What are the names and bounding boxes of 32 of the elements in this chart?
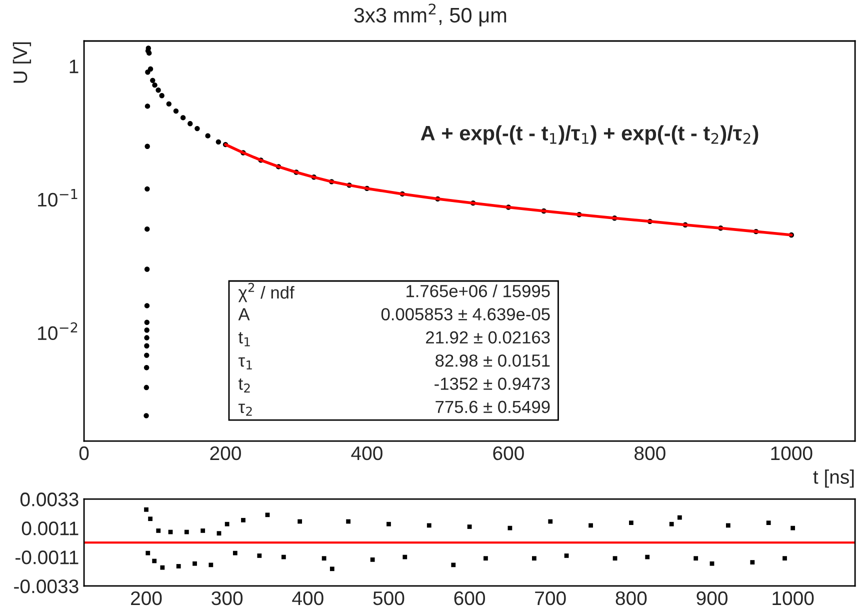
y-tick-label: 10$^{−1}$ — [38, 189, 78, 207]
y-tick-label: -0.0011 — [16, 550, 78, 564]
y-tick-label: 10$^{−2}$ — [38, 322, 78, 340]
x-tick-label: 900 — [696, 591, 728, 606]
x-tick-label: 800 — [616, 591, 647, 606]
y-tick-label: 0.0011 — [22, 522, 78, 536]
x-tick-label: 0 — [79, 446, 89, 460]
chart-title: 3x3 mm$^{2}$, 50 μm — [354, 4, 506, 26]
text: A + exp(-(t - t$_{1}$)/τ$_{1}$) + exp(-(t - t$_{2}$)/τ$_{2}$) — [420, 125, 758, 145]
x-tick-label: 400 — [292, 591, 324, 606]
y-tick-label: -0.0033 — [14, 579, 78, 594]
text: χ$^{2}$ / ndf 1.765e+06 / 15995 — [238, 282, 550, 302]
text: τ$_{1}$ 82.98 ± 0.0151 — [238, 354, 550, 370]
x-tick-label: 1000 — [771, 446, 812, 460]
x-tick-label: 300 — [212, 591, 243, 606]
x-tick-label: 500 — [373, 591, 404, 606]
text: t$_{1}$ 21.92 ± 0.02163 — [238, 331, 550, 346]
x-tick-label: 600 — [493, 446, 524, 460]
x-tick-label: 200 — [210, 446, 241, 460]
x-tick-label: 700 — [535, 591, 566, 606]
text: τ$_{2}$ 775.6 ± 0.5499 — [238, 400, 550, 416]
y-tick-label: 0.0033 — [20, 492, 78, 506]
x-tick-label: 200 — [131, 591, 162, 606]
text: A 0.005853 ± 4.639e-05 — [238, 308, 550, 320]
x-tick-label: 400 — [351, 446, 382, 460]
y-axis-title: U [V] — [12, 42, 32, 83]
y-tick-label: 1 — [70, 60, 78, 74]
x-tick-label: 1000 — [772, 591, 814, 606]
x-tick-label: 600 — [454, 591, 486, 606]
x-tick-label: 800 — [634, 446, 666, 460]
x-axis-title: t [ns] — [813, 470, 854, 488]
text: t$_{2}$ -1352 ± 0.9473 — [238, 378, 550, 393]
